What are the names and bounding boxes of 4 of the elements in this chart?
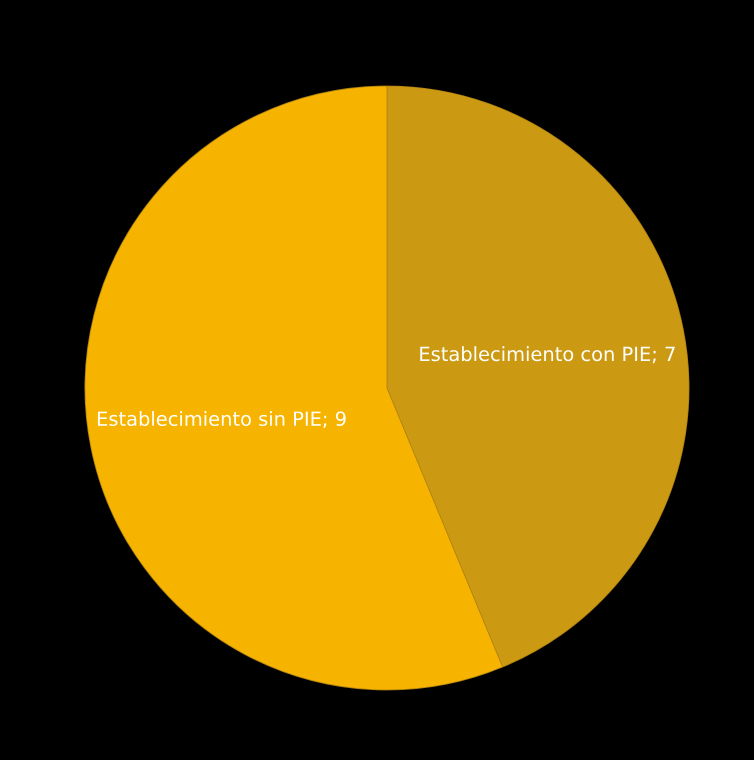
- data-label: ; 9: [323, 411, 346, 428]
- slice-label: Establecimiento con PIE: [420, 346, 650, 362]
- slice-label: Establecimiento sin PIE: [98, 410, 321, 426]
- data-label: ; 7: [652, 346, 675, 364]
